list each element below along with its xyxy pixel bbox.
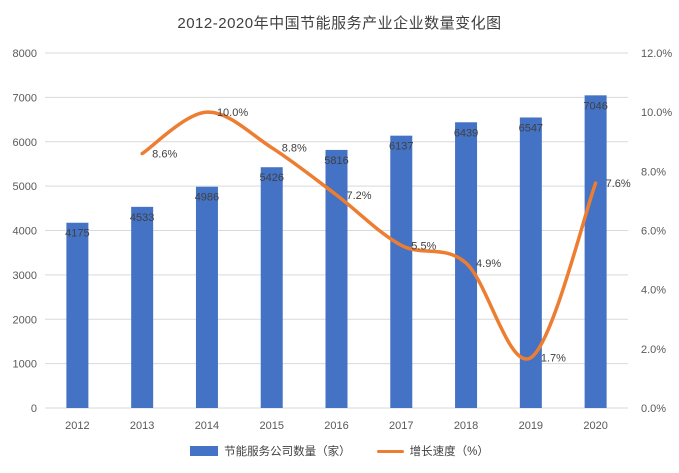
left-axis-tick-label: 1000 (13, 359, 37, 371)
bar-data-label: 4986 (195, 192, 219, 204)
bar-data-label: 5426 (259, 172, 283, 184)
x-axis-category-label: 2015 (259, 420, 283, 432)
x-axis-category-label: 2012 (65, 420, 89, 432)
x-axis-category-label: 2020 (583, 420, 607, 432)
x-axis-category-label: 2017 (389, 420, 413, 432)
right-axis-tick-label: 2.0% (641, 344, 666, 356)
chart-title: 2012-2020年中国节能服务产业企业数量变化图 (177, 15, 502, 32)
line-data-label: 7.2% (347, 190, 372, 202)
right-axis-tick-label: 6.0% (641, 226, 666, 238)
legend-line-label: 增长速度（%） (409, 446, 489, 458)
bar-data-label: 4175 (65, 228, 89, 240)
left-axis-tick-label: 4000 (13, 226, 37, 238)
right-axis-tick-label: 12.0% (641, 48, 672, 60)
bar-data-label: 6547 (519, 122, 543, 134)
line-data-label: 1.7% (541, 353, 566, 365)
right-axis-tick-label: 0.0% (641, 403, 666, 415)
x-axis-category-label: 2016 (324, 420, 348, 432)
bar-data-label: 7046 (583, 100, 607, 112)
line-data-label: 8.6% (152, 149, 177, 161)
line-series-swatch (376, 449, 404, 453)
x-axis-category-label: 2019 (519, 420, 543, 432)
bar-2017 (390, 135, 413, 408)
left-axis-tick-label: 0 (31, 403, 37, 415)
growth-rate-line (140, 110, 598, 361)
left-axis-tick-label: 7000 (13, 92, 37, 104)
line-data-label: 7.6% (606, 178, 631, 190)
right-axis-tick-label: 8.0% (641, 166, 666, 178)
left-axis-tick-label: 8000 (13, 48, 37, 60)
bar-2020 (584, 95, 607, 409)
right-axis-tick-label: 10.0% (641, 107, 672, 119)
left-axis-tick-label: 5000 (13, 181, 37, 193)
line-data-label: 5.5% (411, 240, 436, 252)
bar-2013 (131, 206, 154, 408)
left-axis-tick-label: 3000 (13, 270, 37, 282)
legend-bar-label: 节能服务公司数量（家） (224, 446, 351, 458)
legend: 节能服务公司数量（家） 增长速度（%） (0, 443, 679, 459)
x-axis-category-label: 2014 (195, 420, 219, 432)
bar-data-label: 6439 (454, 127, 478, 139)
line-data-label: 10.0% (217, 107, 248, 119)
bar-2016 (325, 149, 348, 409)
left-axis-tick-label: 2000 (13, 314, 37, 326)
line-data-label: 4.9% (476, 258, 501, 270)
bar-data-label: 4533 (130, 212, 154, 224)
bar-2015 (260, 167, 283, 408)
bar-data-label: 6137 (389, 141, 413, 153)
bar-2014 (195, 186, 218, 408)
legend-item-growth-rate: 增长速度（%） (376, 443, 489, 459)
x-axis-category-label: 2013 (130, 420, 154, 432)
right-axis-tick-label: 4.0% (641, 285, 666, 297)
legend-item-company-count: 节能服务公司数量（家） (190, 443, 351, 459)
x-axis-category-label: 2018 (454, 420, 478, 432)
bar-2019 (519, 117, 542, 409)
left-axis-tick-label: 6000 (13, 137, 37, 149)
bar-data-label: 5816 (324, 155, 348, 167)
bar-series-swatch (190, 446, 219, 456)
bar-2012 (66, 222, 89, 408)
line-data-label: 8.8% (282, 143, 307, 155)
